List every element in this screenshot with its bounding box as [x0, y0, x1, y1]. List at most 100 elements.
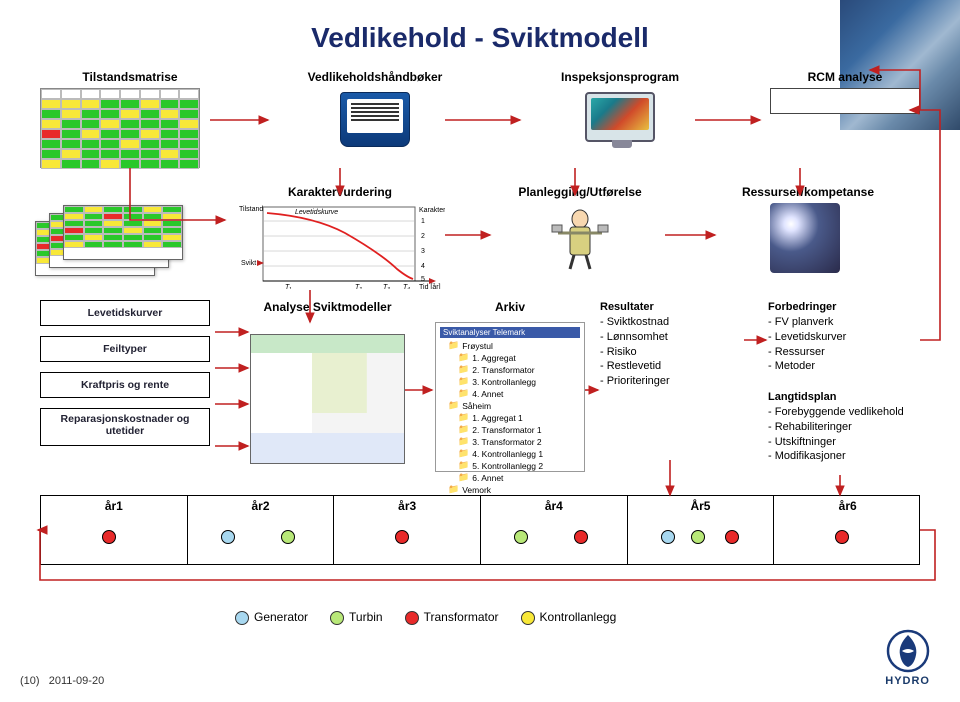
box-levetidskurver: Levetidskurver — [40, 300, 210, 326]
legend-item: Turbin — [330, 610, 383, 625]
langtidsplan-item: - Modifikasjoner — [768, 449, 904, 464]
timeline-cell: år1 — [41, 496, 188, 564]
langtidsplan-item: - Utskiftninger — [768, 435, 904, 450]
resultater-item: - Sviktkostnad — [600, 315, 745, 330]
timeline-label: år6 — [774, 499, 921, 513]
hydro-logo: HYDRO — [885, 629, 930, 687]
graph-tilstand-label: Tilstand — [239, 206, 263, 213]
ressurser-label: Ressurser/kompetanse — [718, 185, 898, 199]
analyse-screenshot — [250, 334, 405, 464]
arkiv-tree: Sviktanalyser Telemark Frøystul1. Aggreg… — [435, 322, 585, 472]
footer-page: (10) — [20, 675, 40, 687]
tilstandsmatrise-label: Tilstandsmatrise — [40, 70, 220, 84]
forbedringer-heading: Forbedringer — [768, 300, 928, 315]
timeline-dot — [102, 530, 116, 544]
arkiv-label: Arkiv — [435, 300, 585, 314]
legend-item: Kontrollanlegg — [521, 610, 617, 625]
timeline-cell: år6 — [774, 496, 921, 564]
langtidsplan-block: Langtidsplan - Forebyggende vedlikehold-… — [768, 390, 904, 464]
timeline-cell: år2 — [188, 496, 335, 564]
footer-date: 2011-09-20 — [49, 675, 104, 687]
svg-text:3: 3 — [421, 248, 425, 255]
graph-levetidskurve-label: Levetidskurve — [295, 209, 338, 216]
tree-item: 1. Aggregat — [458, 352, 580, 363]
svg-text:T₂: T₂ — [355, 284, 362, 289]
timeline-label: år1 — [41, 499, 187, 513]
forbedringer-item: - Metoder — [768, 359, 928, 374]
forbedringer-block: Forbedringer - FV planverk- Levetidskurv… — [768, 300, 928, 374]
graph-karakter-label: Karakter — [419, 207, 445, 214]
timeline-dot — [691, 530, 705, 544]
timeline-cell: år3 — [334, 496, 481, 564]
person-icon — [550, 207, 600, 267]
rcm-frame — [770, 88, 920, 114]
timeline-dot — [395, 530, 409, 544]
tree-item: Frøystul — [448, 340, 580, 351]
timeline-dot — [281, 530, 295, 544]
tree-item: Vemork — [448, 484, 580, 495]
tree-item: 4. Kontrollanlegg 1 — [458, 448, 580, 459]
svg-text:4: 4 — [421, 263, 425, 270]
timeline-cell: År5 — [628, 496, 775, 564]
inspeksjon-label: Inspeksjonsprogram — [530, 70, 710, 84]
svg-text:5: 5 — [421, 276, 425, 283]
book-icon — [340, 92, 410, 147]
tree-item: 3. Transformator 2 — [458, 436, 580, 447]
tree-item: 2. Transformator 1 — [458, 424, 580, 435]
forbedringer-item: - Ressurser — [768, 345, 928, 360]
tree-header: Sviktanalyser Telemark — [440, 327, 580, 338]
levetid-graph: Tilstand Levetidskurve Karakter 12 34 5 … — [235, 203, 445, 283]
tree-item: 2. Transformator — [458, 364, 580, 375]
resultater-item: - Lønnsomhet — [600, 330, 745, 345]
svg-text:Tid [år]: Tid [år] — [419, 283, 441, 289]
tree-item: 1. Aggregat 1 — [458, 412, 580, 423]
timeline: år1år2år3år4År5år6 — [40, 495, 920, 565]
rcm-label: RCM analyse — [770, 70, 920, 84]
timeline-label: År5 — [628, 499, 774, 513]
resultater-heading: Resultater — [600, 300, 745, 315]
langtidsplan-heading: Langtidsplan — [768, 390, 904, 405]
tree-item: 3. Kontrollanlegg — [458, 376, 580, 387]
resultater-item: - Restlevetid — [600, 359, 745, 374]
row-3: Levetidskurver Feiltyper Kraftpris og re… — [40, 300, 920, 480]
timeline-label: år3 — [334, 499, 480, 513]
timeline-label: år2 — [188, 499, 334, 513]
matrix-stack — [35, 203, 205, 283]
legend: GeneratorTurbinTransformatorKontrollanle… — [235, 610, 616, 625]
timeline-dot — [514, 530, 528, 544]
timeline-label: år4 — [481, 499, 627, 513]
timeline-dot — [221, 530, 235, 544]
legend-item: Generator — [235, 610, 308, 625]
monitor-icon — [585, 92, 655, 142]
timeline-dot — [725, 530, 739, 544]
timeline-dot — [661, 530, 675, 544]
tree-item: 6. Annet — [458, 472, 580, 483]
svg-text:T₃: T₃ — [383, 284, 390, 289]
logo-text: HYDRO — [885, 675, 930, 687]
svg-text:T₄: T₄ — [403, 284, 410, 289]
forbedringer-item: - Levetidskurver — [768, 330, 928, 345]
box-feiltyper: Feiltyper — [40, 336, 210, 362]
resultater-block: Resultater - Sviktkostnad- Lønnsomhet- R… — [600, 300, 745, 389]
page-title: Vedlikehold - Sviktmodell — [0, 22, 960, 54]
graph-svikt-label: Svikt — [241, 260, 256, 267]
row-1: Tilstandsmatrise Vedlikeholdshåndbøker I… — [40, 70, 920, 180]
timeline-dot — [835, 530, 849, 544]
handboker-label: Vedlikeholdshåndbøker — [280, 70, 470, 84]
langtidsplan-item: - Rehabiliteringer — [768, 420, 904, 435]
analyse-label: Analyse Sviktmodeller — [250, 300, 405, 314]
svg-text:T₁: T₁ — [285, 284, 292, 289]
resultater-item: - Prioriteringer — [600, 374, 745, 389]
footer: (10) 2011-09-20 — [20, 675, 104, 687]
planlegging-label: Planlegging/Utførelse — [495, 185, 665, 199]
tree-item: 4. Annet — [458, 388, 580, 399]
svg-text:2: 2 — [421, 233, 425, 240]
timeline-cell: år4 — [481, 496, 628, 564]
karakter-label: Karaktervurdering — [230, 185, 450, 199]
tilstandsmatrise-grid — [40, 88, 200, 168]
resultater-item: - Risiko — [600, 345, 745, 360]
welder-icon — [770, 203, 840, 273]
box-kraftpris: Kraftpris og rente — [40, 372, 210, 398]
langtidsplan-item: - Forebyggende vedlikehold — [768, 405, 904, 420]
forbedringer-item: - FV planverk — [768, 315, 928, 330]
